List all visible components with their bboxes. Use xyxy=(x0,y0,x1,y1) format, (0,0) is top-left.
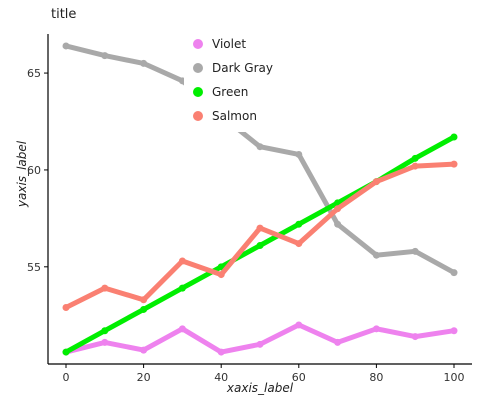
series-salmon-point xyxy=(140,296,148,304)
series-dark-gray-point xyxy=(256,143,264,151)
series-violet-point xyxy=(178,325,186,333)
series-dark-gray-point xyxy=(62,42,70,50)
series-salmon-point xyxy=(256,224,264,232)
series-green-point xyxy=(256,242,264,249)
x-tick-label: 100 xyxy=(444,371,465,384)
series-violet-point xyxy=(334,338,342,346)
series-violet-line xyxy=(63,322,457,355)
series-violet-point xyxy=(140,346,148,354)
series-violet-point xyxy=(256,340,264,348)
series-green-point xyxy=(101,327,109,335)
series-violet-point xyxy=(372,325,380,333)
series-dark-gray-point xyxy=(101,52,109,60)
series-dark-gray-point xyxy=(295,150,303,158)
series-green-point xyxy=(140,305,148,313)
series-green-point xyxy=(295,220,303,228)
x-tick-label: 80 xyxy=(369,371,383,384)
series-salmon-point xyxy=(334,205,342,213)
series-salmon-point xyxy=(450,160,458,168)
legend-label-salmon: Salmon xyxy=(212,109,257,123)
series-green-point xyxy=(62,348,70,356)
series-salmon-point xyxy=(295,240,303,248)
y-tick-label: 55 xyxy=(27,261,41,274)
series-dark-gray-point xyxy=(411,247,419,255)
legend-swatch-violet xyxy=(193,39,203,49)
y-tick-label: 60 xyxy=(27,164,41,177)
series-violet-point xyxy=(450,327,458,335)
series-salmon-point xyxy=(411,162,419,170)
legend-label-dark-gray: Dark Gray xyxy=(212,61,273,75)
series-lines xyxy=(62,42,458,356)
x-tick-label: 40 xyxy=(214,371,228,384)
series-green-point xyxy=(450,133,458,141)
series-violet-point xyxy=(217,348,225,356)
series-salmon-point xyxy=(178,257,186,265)
series-violet-point xyxy=(295,321,303,329)
series-green-point xyxy=(178,284,186,292)
series-violet-point xyxy=(411,333,419,341)
x-tick-label: 60 xyxy=(292,371,306,384)
legend-label-green: Green xyxy=(212,85,248,99)
series-dark-gray-point xyxy=(140,59,148,67)
series-dark-gray-point xyxy=(450,269,458,277)
axes: 55 60 65 0 20 40 60 80 100 xyxy=(27,34,472,384)
series-salmon-point xyxy=(372,178,380,186)
series-salmon-point xyxy=(101,284,109,292)
legend-swatch-green xyxy=(193,87,203,97)
x-axis-title: xaxis_label xyxy=(226,381,294,395)
series-salmon-line xyxy=(63,161,457,310)
y-tick-label: 65 xyxy=(27,67,41,80)
legend-label-violet: Violet xyxy=(212,37,246,51)
series-salmon-point xyxy=(62,304,70,311)
legend: Violet Dark Gray Green Salmon xyxy=(184,32,294,132)
legend-swatch-dark-gray xyxy=(193,63,203,73)
series-green-point xyxy=(411,154,419,162)
series-dark-gray-point xyxy=(372,251,380,259)
x-tick-label: 20 xyxy=(137,371,151,384)
y-axis-title: yaxis_label xyxy=(15,140,29,208)
x-tick-label: 0 xyxy=(63,371,70,384)
series-dark-gray-point xyxy=(334,220,342,228)
series-salmon-point xyxy=(217,271,225,279)
series-green-point xyxy=(217,263,225,271)
series-violet-point xyxy=(101,338,109,346)
chart-title: title xyxy=(51,7,76,22)
legend-swatch-salmon xyxy=(193,111,203,121)
